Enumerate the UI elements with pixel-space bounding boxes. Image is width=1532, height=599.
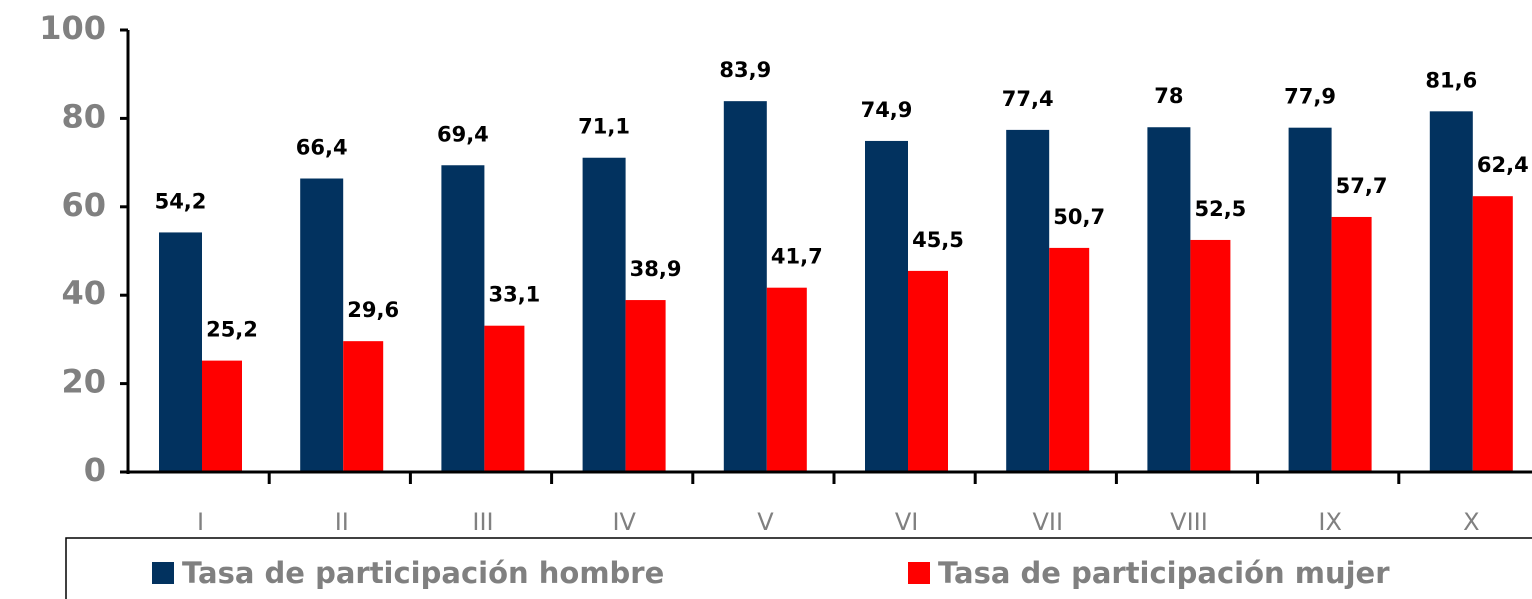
value-label: 52,5 (1194, 197, 1246, 221)
x-tick-label: III (472, 508, 493, 536)
bar (1006, 129, 1050, 472)
value-label: 66,4 (296, 136, 348, 160)
bar (908, 270, 948, 472)
bar (582, 157, 626, 472)
x-tick-label: II (335, 508, 349, 536)
value-label: 54,2 (155, 189, 207, 213)
y-tick-label: 0 (84, 451, 106, 489)
bar (1429, 111, 1473, 472)
x-tick-label: VII (1033, 508, 1064, 536)
bar (865, 140, 908, 472)
value-label: 83,9 (719, 58, 771, 82)
value-label: 69,4 (437, 122, 489, 146)
x-tick-label: IX (1318, 508, 1342, 536)
bar (1190, 239, 1231, 472)
bar (300, 178, 344, 472)
value-label: 50,7 (1053, 205, 1105, 229)
value-label: 78 (1154, 84, 1183, 108)
legend-swatch (908, 562, 930, 584)
bar (484, 325, 525, 472)
x-tick-label: X (1463, 508, 1479, 536)
y-tick-label: 40 (61, 274, 106, 312)
value-label: 29,6 (347, 298, 399, 322)
bar (625, 300, 666, 472)
legend-label: Tasa de participación mujer (938, 556, 1390, 590)
value-label: 81,6 (1425, 68, 1477, 92)
bar (1472, 196, 1513, 472)
y-tick-label: 20 (61, 363, 106, 401)
value-label: 71,1 (578, 115, 630, 139)
bar (723, 101, 767, 473)
y-tick-label: 60 (61, 186, 106, 224)
bar (766, 287, 807, 472)
value-label: 57,7 (1336, 174, 1388, 198)
bar (1331, 216, 1372, 472)
x-tick-label: VI (895, 508, 919, 536)
bar (343, 341, 384, 472)
x-tick-label: IV (612, 508, 636, 536)
bar (202, 360, 242, 472)
value-label: 33,1 (488, 283, 540, 307)
value-label: 77,4 (1002, 87, 1054, 111)
legend-box (65, 537, 1532, 599)
bar (1288, 127, 1332, 472)
value-label: 62,4 (1477, 153, 1529, 177)
bar (1147, 127, 1191, 473)
value-label: 74,9 (861, 98, 913, 122)
value-label: 25,2 (206, 318, 258, 342)
legend-swatch (152, 562, 174, 584)
x-tick-label: VIII (1170, 508, 1208, 536)
bar (159, 232, 202, 472)
legend-label: Tasa de participación hombre (182, 556, 664, 590)
y-tick-label: 80 (61, 97, 106, 135)
x-tick-label: V (757, 508, 774, 536)
bar (441, 165, 485, 472)
value-label: 38,9 (630, 257, 682, 281)
value-label: 45,5 (912, 228, 964, 252)
bar (1049, 247, 1090, 472)
value-label: 41,7 (771, 245, 823, 269)
x-tick-label: I (197, 508, 204, 536)
y-tick-label: 100 (39, 9, 106, 47)
value-label: 77,9 (1284, 85, 1336, 109)
